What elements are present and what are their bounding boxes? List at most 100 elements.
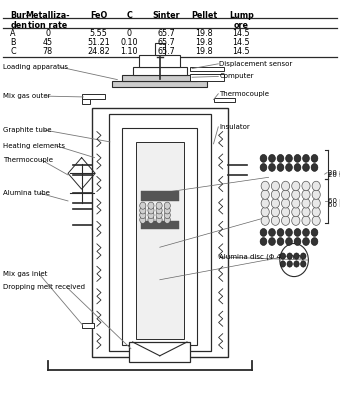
Text: FeO: FeO — [90, 11, 107, 20]
Circle shape — [303, 238, 309, 245]
Text: 60 mm: 60 mm — [328, 198, 340, 204]
Circle shape — [311, 154, 318, 162]
Text: Mix gas outer: Mix gas outer — [3, 93, 51, 99]
Text: Insulator: Insulator — [219, 124, 250, 130]
Text: B: B — [10, 38, 16, 46]
Circle shape — [302, 216, 310, 225]
Circle shape — [261, 216, 269, 225]
Circle shape — [301, 253, 306, 259]
Bar — [82, 98, 90, 104]
Circle shape — [282, 207, 290, 217]
Text: Graphite tube: Graphite tube — [3, 127, 52, 133]
Circle shape — [261, 199, 269, 208]
Bar — [136, 142, 184, 339]
Bar — [190, 67, 224, 71]
Circle shape — [302, 190, 310, 199]
Circle shape — [312, 207, 320, 217]
Circle shape — [294, 253, 299, 259]
Text: 0.10: 0.10 — [120, 38, 138, 46]
Circle shape — [311, 238, 318, 245]
Circle shape — [292, 181, 300, 191]
Bar — [122, 128, 197, 345]
Circle shape — [269, 154, 275, 162]
Text: 20 mm: 20 mm — [328, 169, 340, 176]
Circle shape — [294, 154, 301, 162]
Circle shape — [294, 261, 299, 267]
Circle shape — [140, 216, 146, 223]
Text: 5.55: 5.55 — [90, 29, 107, 37]
Bar — [122, 75, 197, 81]
Circle shape — [287, 261, 292, 267]
Bar — [139, 55, 180, 67]
Text: Mix gas inlet: Mix gas inlet — [3, 271, 48, 277]
Circle shape — [294, 164, 301, 171]
Circle shape — [286, 154, 292, 162]
Circle shape — [312, 216, 320, 225]
Text: C: C — [126, 11, 132, 20]
Circle shape — [271, 216, 279, 225]
Circle shape — [271, 181, 279, 191]
Text: 14.5: 14.5 — [233, 29, 250, 37]
Text: Alumina disc (Φ 45 mm): Alumina disc (Φ 45 mm) — [219, 254, 304, 260]
Text: Metalliza-
tion rate: Metalliza- tion rate — [26, 11, 70, 30]
Circle shape — [156, 216, 162, 223]
Text: Alumina tube: Alumina tube — [3, 190, 50, 196]
Bar — [112, 81, 207, 87]
Circle shape — [156, 202, 162, 209]
Circle shape — [282, 181, 290, 191]
Text: Lump
ore: Lump ore — [229, 11, 254, 30]
Bar — [141, 221, 178, 229]
Text: Dropping melt received: Dropping melt received — [3, 284, 85, 290]
Circle shape — [303, 229, 309, 236]
Text: 51.21: 51.21 — [87, 38, 110, 46]
Circle shape — [140, 207, 146, 214]
Text: 78: 78 — [42, 47, 53, 56]
Circle shape — [303, 164, 309, 171]
Circle shape — [292, 216, 300, 225]
Circle shape — [282, 216, 290, 225]
Circle shape — [301, 261, 306, 267]
Circle shape — [286, 229, 292, 236]
Circle shape — [140, 202, 146, 209]
Circle shape — [148, 216, 154, 223]
Bar — [214, 98, 235, 102]
Text: 14.5: 14.5 — [233, 38, 250, 46]
Circle shape — [286, 164, 292, 171]
Text: 1.10: 1.10 — [120, 47, 138, 56]
Circle shape — [282, 190, 290, 199]
Circle shape — [312, 181, 320, 191]
Circle shape — [294, 229, 301, 236]
Text: C: C — [10, 47, 16, 56]
Text: 65.7: 65.7 — [158, 38, 175, 46]
Circle shape — [271, 207, 279, 217]
Circle shape — [292, 207, 300, 217]
Text: 14.5: 14.5 — [233, 47, 250, 56]
Text: Displacement sensor: Displacement sensor — [219, 61, 292, 67]
Text: 20 mm: 20 mm — [328, 172, 340, 178]
Text: A: A — [10, 29, 16, 37]
Text: Sinter: Sinter — [153, 11, 181, 20]
Circle shape — [302, 181, 310, 191]
Circle shape — [282, 199, 290, 208]
Circle shape — [156, 207, 162, 214]
Circle shape — [302, 207, 310, 217]
Text: 19.8: 19.8 — [195, 47, 213, 56]
Circle shape — [148, 207, 154, 214]
Text: Thermocouple: Thermocouple — [219, 91, 269, 97]
Circle shape — [292, 190, 300, 199]
Circle shape — [164, 216, 170, 223]
Circle shape — [140, 212, 146, 219]
Circle shape — [311, 164, 318, 171]
Bar — [82, 94, 105, 99]
Circle shape — [269, 238, 275, 245]
Circle shape — [277, 154, 284, 162]
Text: Bur-
den: Bur- den — [10, 11, 29, 30]
Circle shape — [312, 190, 320, 199]
Circle shape — [148, 212, 154, 219]
Circle shape — [277, 229, 284, 236]
Circle shape — [164, 207, 170, 214]
Circle shape — [269, 164, 275, 171]
Circle shape — [269, 229, 275, 236]
Bar — [82, 323, 94, 328]
Circle shape — [164, 202, 170, 209]
